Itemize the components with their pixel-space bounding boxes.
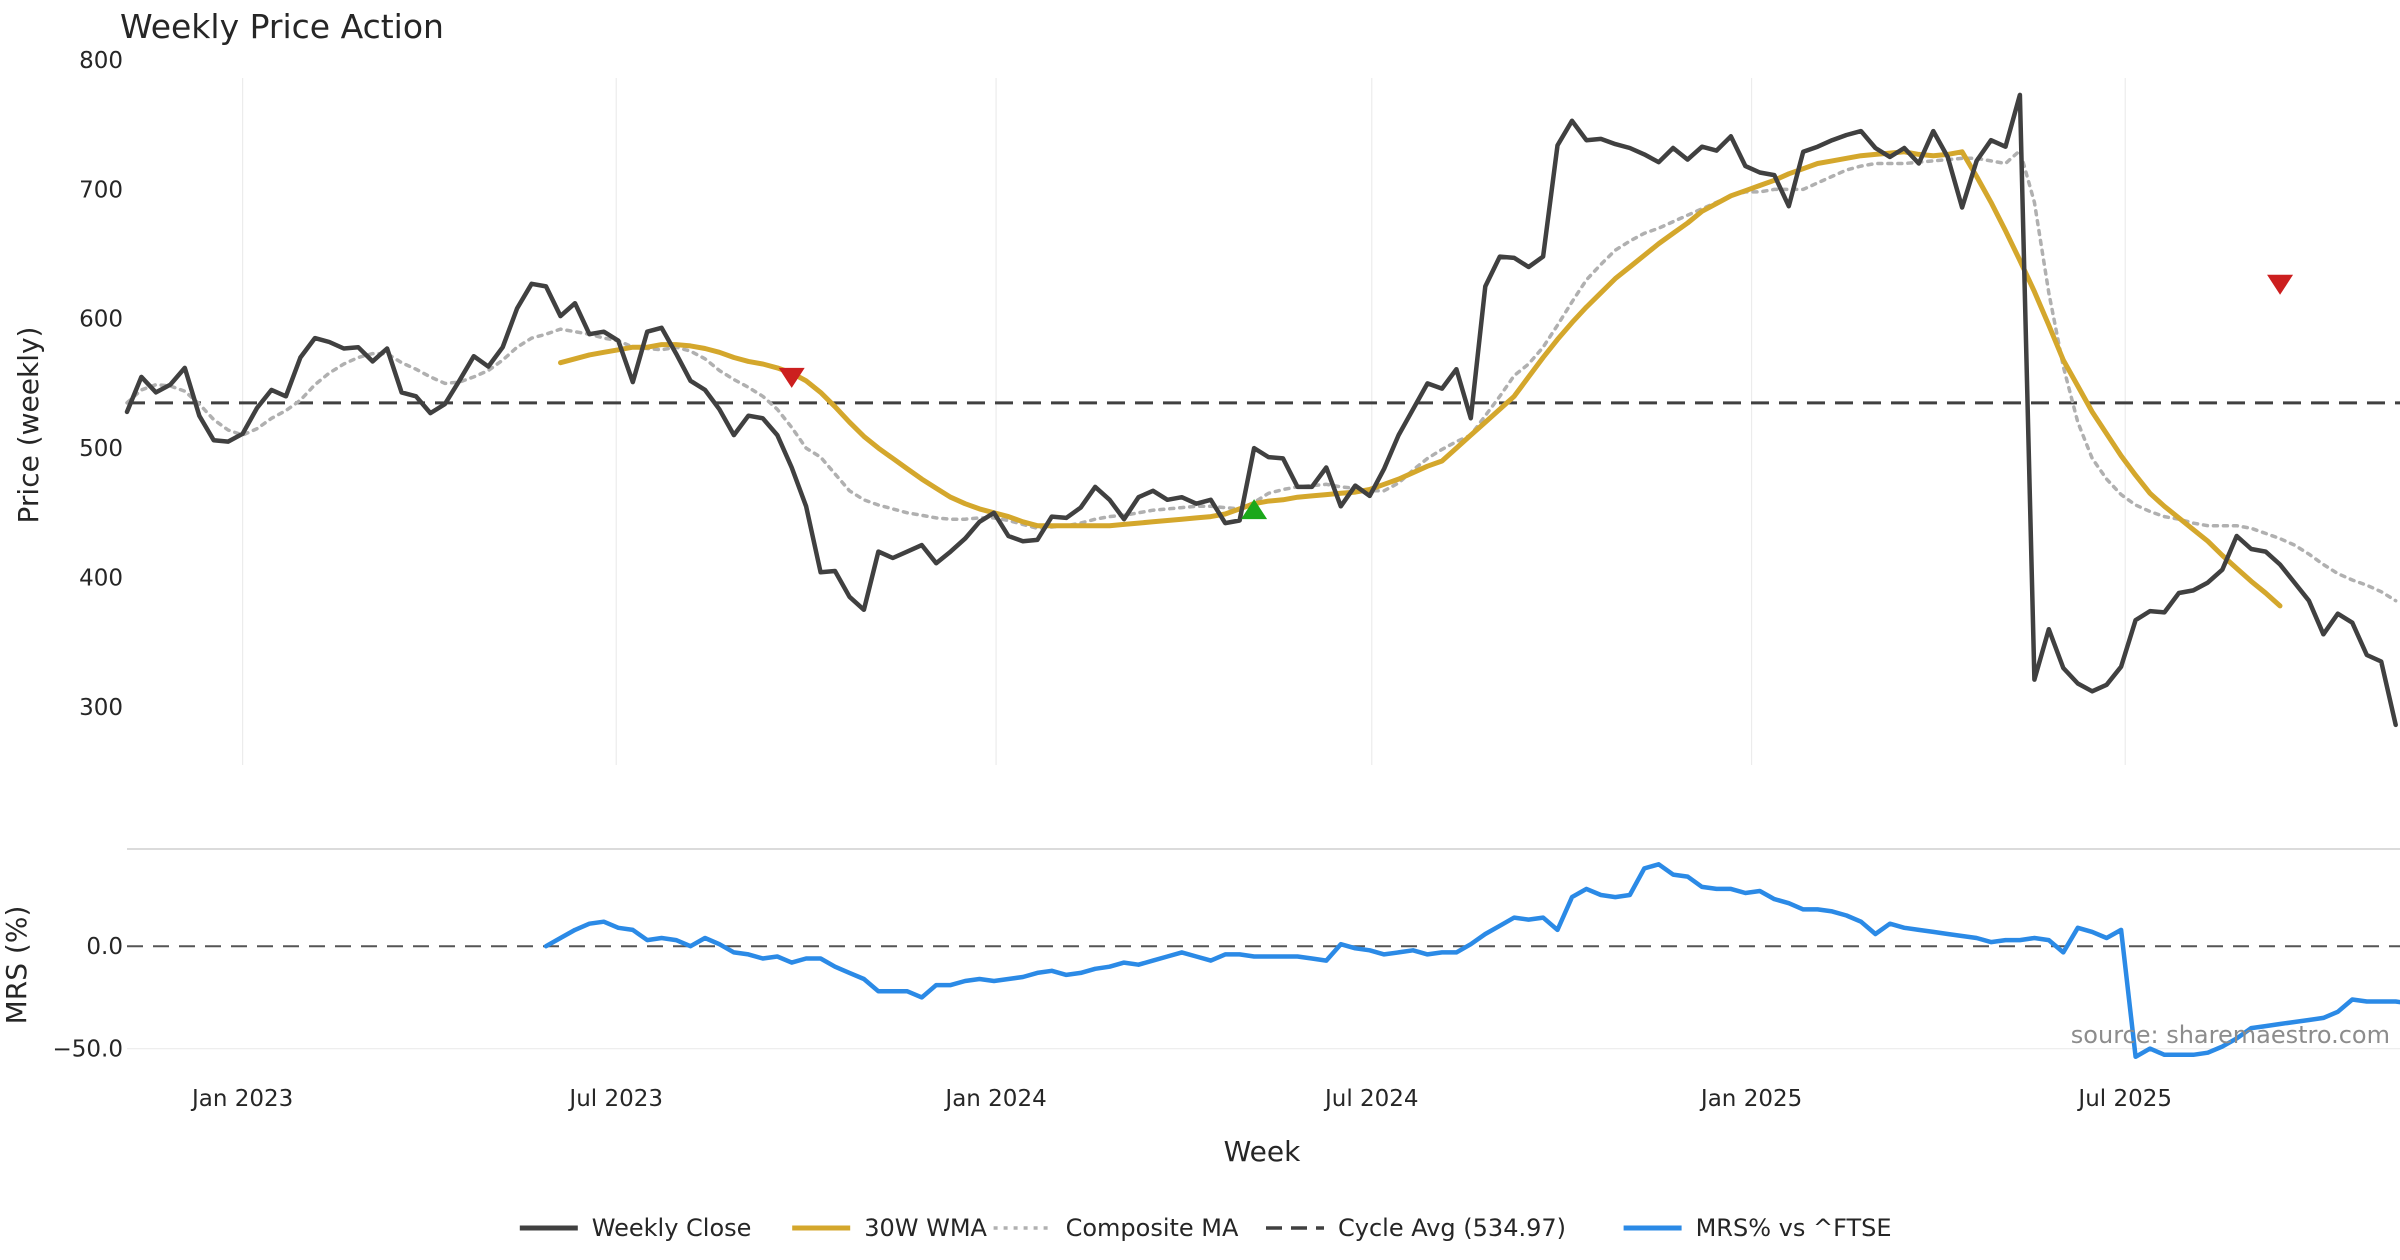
mrs-y-axis-label: MRS (%) xyxy=(0,906,33,1025)
x-tick-label: Jan 2024 xyxy=(943,1086,1046,1112)
mrs-panel: 0.0 −50.0 xyxy=(53,848,2400,1063)
x-tick-label: Jul 2025 xyxy=(2076,1086,2172,1112)
legend-label: Cycle Avg (534.97) xyxy=(1338,1214,1566,1242)
buy-signal-marker xyxy=(1241,499,1268,520)
price-y-tick-label: 600 xyxy=(79,307,123,333)
weekly-close-line xyxy=(124,92,2398,728)
legend-label: MRS% vs ^FTSE xyxy=(1696,1214,1892,1242)
x-tick-label: Jan 2025 xyxy=(1699,1086,1802,1112)
mrs-y-tick-label: −50.0 xyxy=(53,1037,123,1063)
price-y-tick-label: 300 xyxy=(79,695,123,721)
source-note: source: sharemaestro.com xyxy=(2071,1021,2390,1049)
price-y-axis-label: Price (weekly) xyxy=(12,327,45,524)
x-tick-label: Jul 2024 xyxy=(1323,1086,1419,1112)
legend-label: Composite MA xyxy=(1066,1214,1239,1242)
legend-label: 30W WMA xyxy=(864,1214,987,1242)
chart-title: Weekly Price Action xyxy=(120,7,444,46)
x-tick-label: Jan 2023 xyxy=(190,1086,293,1112)
price-y-tick-label: 500 xyxy=(79,436,123,462)
composite-ma-line xyxy=(125,148,2398,603)
sell-signal-marker xyxy=(2267,274,2294,295)
legend-label: Weekly Close xyxy=(592,1214,752,1242)
price-panel: 300 400 500 600 700 800 xyxy=(79,48,2400,765)
mrs-y-tick-label: 0.0 xyxy=(86,934,123,960)
price-y-tick-label: 800 xyxy=(79,48,123,74)
legend: Weekly Close 30W WMA Composite MA Cycle Avg… xyxy=(519,1214,1892,1242)
x-axis-label: Week xyxy=(1224,1135,1301,1168)
x-axis-ticks: Jan 2023 Jul 2023 Jan 2024 Jul 2024 Jan 2025… xyxy=(190,1086,2172,1112)
mrs-line xyxy=(543,862,2400,1060)
price-y-tick-label: 700 xyxy=(79,177,123,203)
price-y-tick-label: 400 xyxy=(79,565,123,591)
sell-signal-marker xyxy=(778,367,805,388)
wma-30w-line xyxy=(558,149,2283,609)
x-tick-label: Jul 2023 xyxy=(567,1086,663,1112)
